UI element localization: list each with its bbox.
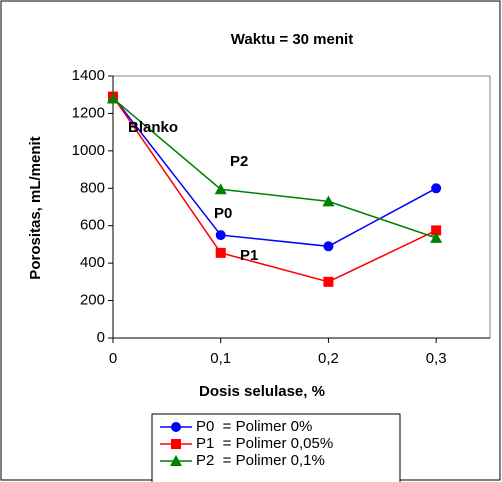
data-point <box>431 183 442 194</box>
series-line <box>112 97 437 239</box>
y-tick-label: 0 <box>97 329 105 346</box>
chart-title: Waktu = 30 menit <box>231 31 353 48</box>
data-point <box>323 276 334 287</box>
data-point <box>214 183 227 195</box>
data-point <box>430 231 443 243</box>
x-tick-label: 0,3 <box>426 350 447 367</box>
legend <box>151 413 401 482</box>
x-axis-label: Dosis selulase, % <box>199 383 325 400</box>
legend-label: P1 = Polimer 0,05% <box>196 435 333 452</box>
data-point <box>215 247 226 258</box>
y-tick-label: 1400 <box>72 67 105 84</box>
annotation: P1 <box>240 247 258 264</box>
legend-marker <box>170 455 182 466</box>
y-tick-label: 200 <box>80 292 105 309</box>
data-point <box>431 225 442 236</box>
legend-label: P2 = Polimer 0,1% <box>196 452 325 469</box>
annotation: Blanko <box>128 119 178 136</box>
y-tick-label: 1000 <box>72 142 105 159</box>
data-point <box>107 92 119 104</box>
data-point <box>215 230 226 241</box>
x-tick-label: 0 <box>109 350 117 367</box>
y-tick-label: 800 <box>80 179 105 196</box>
x-tick-label: 0,1 <box>210 350 231 367</box>
data-point <box>323 241 334 252</box>
y-tick-label: 400 <box>80 254 105 271</box>
annotation: P2 <box>230 153 248 170</box>
legend-marker <box>171 422 181 432</box>
y-tick-label: 600 <box>80 217 105 234</box>
annotation: P0 <box>214 205 232 222</box>
series-line <box>112 96 437 283</box>
legend-label: P0 = Polimer 0% <box>196 418 312 435</box>
x-tick-label: 0,2 <box>318 350 339 367</box>
legend-marker <box>171 439 181 449</box>
data-point <box>322 195 335 207</box>
series-line <box>112 96 437 248</box>
y-axis-label: Porositas, mL/menit <box>27 136 44 279</box>
y-tick-label: 1200 <box>72 104 105 121</box>
